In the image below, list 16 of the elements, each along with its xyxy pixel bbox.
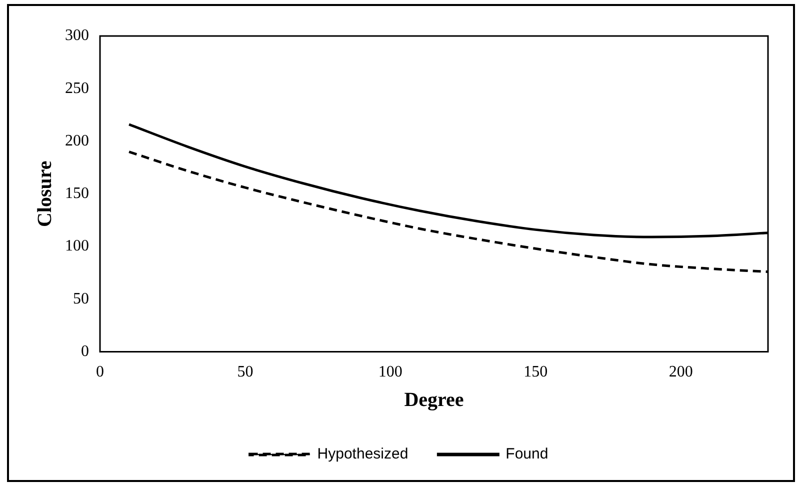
- y-tick-label: 0: [81, 343, 89, 360]
- y-tick-label: 100: [65, 238, 89, 255]
- x-tick-label: 150: [524, 364, 548, 381]
- y-tick-label: 250: [65, 80, 89, 97]
- x-axis-title: Degree: [404, 389, 464, 412]
- legend-label: Hypothesized: [317, 446, 408, 463]
- y-tick-label: 300: [65, 27, 89, 44]
- x-tick-label: 50: [237, 364, 254, 381]
- y-axis-title: Closure: [34, 160, 56, 228]
- x-tick-label: 200: [668, 364, 693, 381]
- legend-label: Found: [506, 446, 548, 463]
- y-tick-label: 50: [73, 290, 89, 308]
- y-tick-label: 200: [65, 132, 89, 150]
- x-tick-label: 0: [96, 364, 104, 381]
- y-tick-label: 150: [65, 185, 89, 202]
- x-tick-label: 100: [378, 364, 402, 381]
